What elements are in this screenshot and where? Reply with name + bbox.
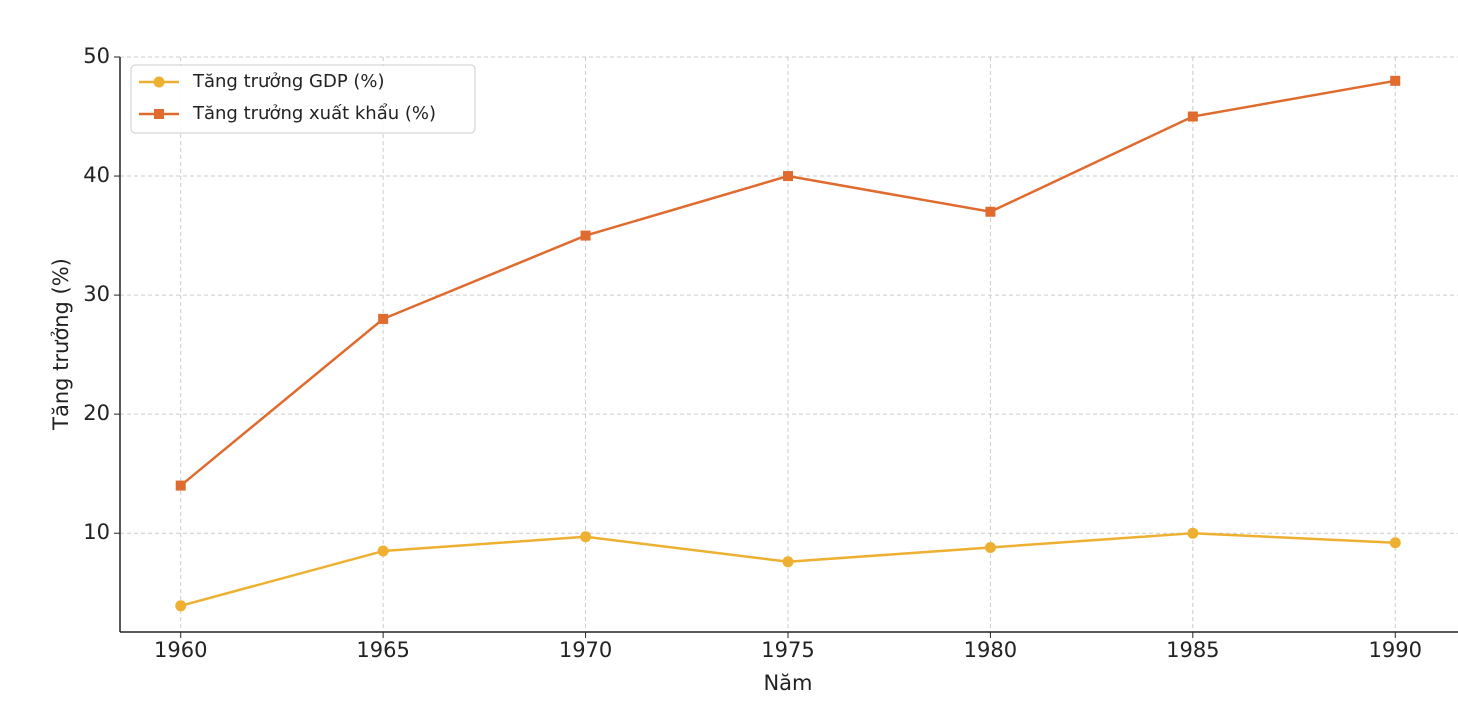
x-tick-label: 1975 [761,638,814,662]
marker [782,171,793,182]
marker [1390,75,1401,86]
marker [1187,111,1198,122]
y-tick-label: 40 [83,163,110,187]
y-tick-label: 20 [83,401,110,425]
x-tick-label: 1990 [1369,638,1422,662]
marker [1187,527,1199,539]
marker [580,531,592,543]
x-tick-label: 1980 [964,638,1017,662]
legend-marker [154,109,164,119]
marker [175,480,186,491]
x-tick-label: 1965 [356,638,409,662]
marker [985,206,996,217]
marker [984,541,996,553]
x-tick-label: 1970 [559,638,612,662]
legend-box [130,64,476,134]
legend-marker [153,76,165,88]
legend-label: Tăng trưởng xuất khẩu (%) [192,103,436,124]
marker [377,545,389,557]
y-tick-label: 30 [83,282,110,306]
y-tick-label: 50 [83,44,110,68]
x-tick-label: 1960 [154,638,207,662]
marker [580,230,591,241]
legend-label: Tăng trưởng GDP (%) [192,71,385,92]
y-axis-label: Tăng trưởng (%) [49,258,73,431]
marker [1389,537,1401,549]
x-axis-label: Năm [763,671,812,695]
marker [782,556,794,568]
marker [378,313,389,324]
legend: Tăng trưởng GDP (%) Tăng trưởng xuất khẩu… [130,64,476,134]
marker [175,600,187,612]
x-tick-label: 1985 [1166,638,1219,662]
y-tick-label: 10 [83,520,110,544]
